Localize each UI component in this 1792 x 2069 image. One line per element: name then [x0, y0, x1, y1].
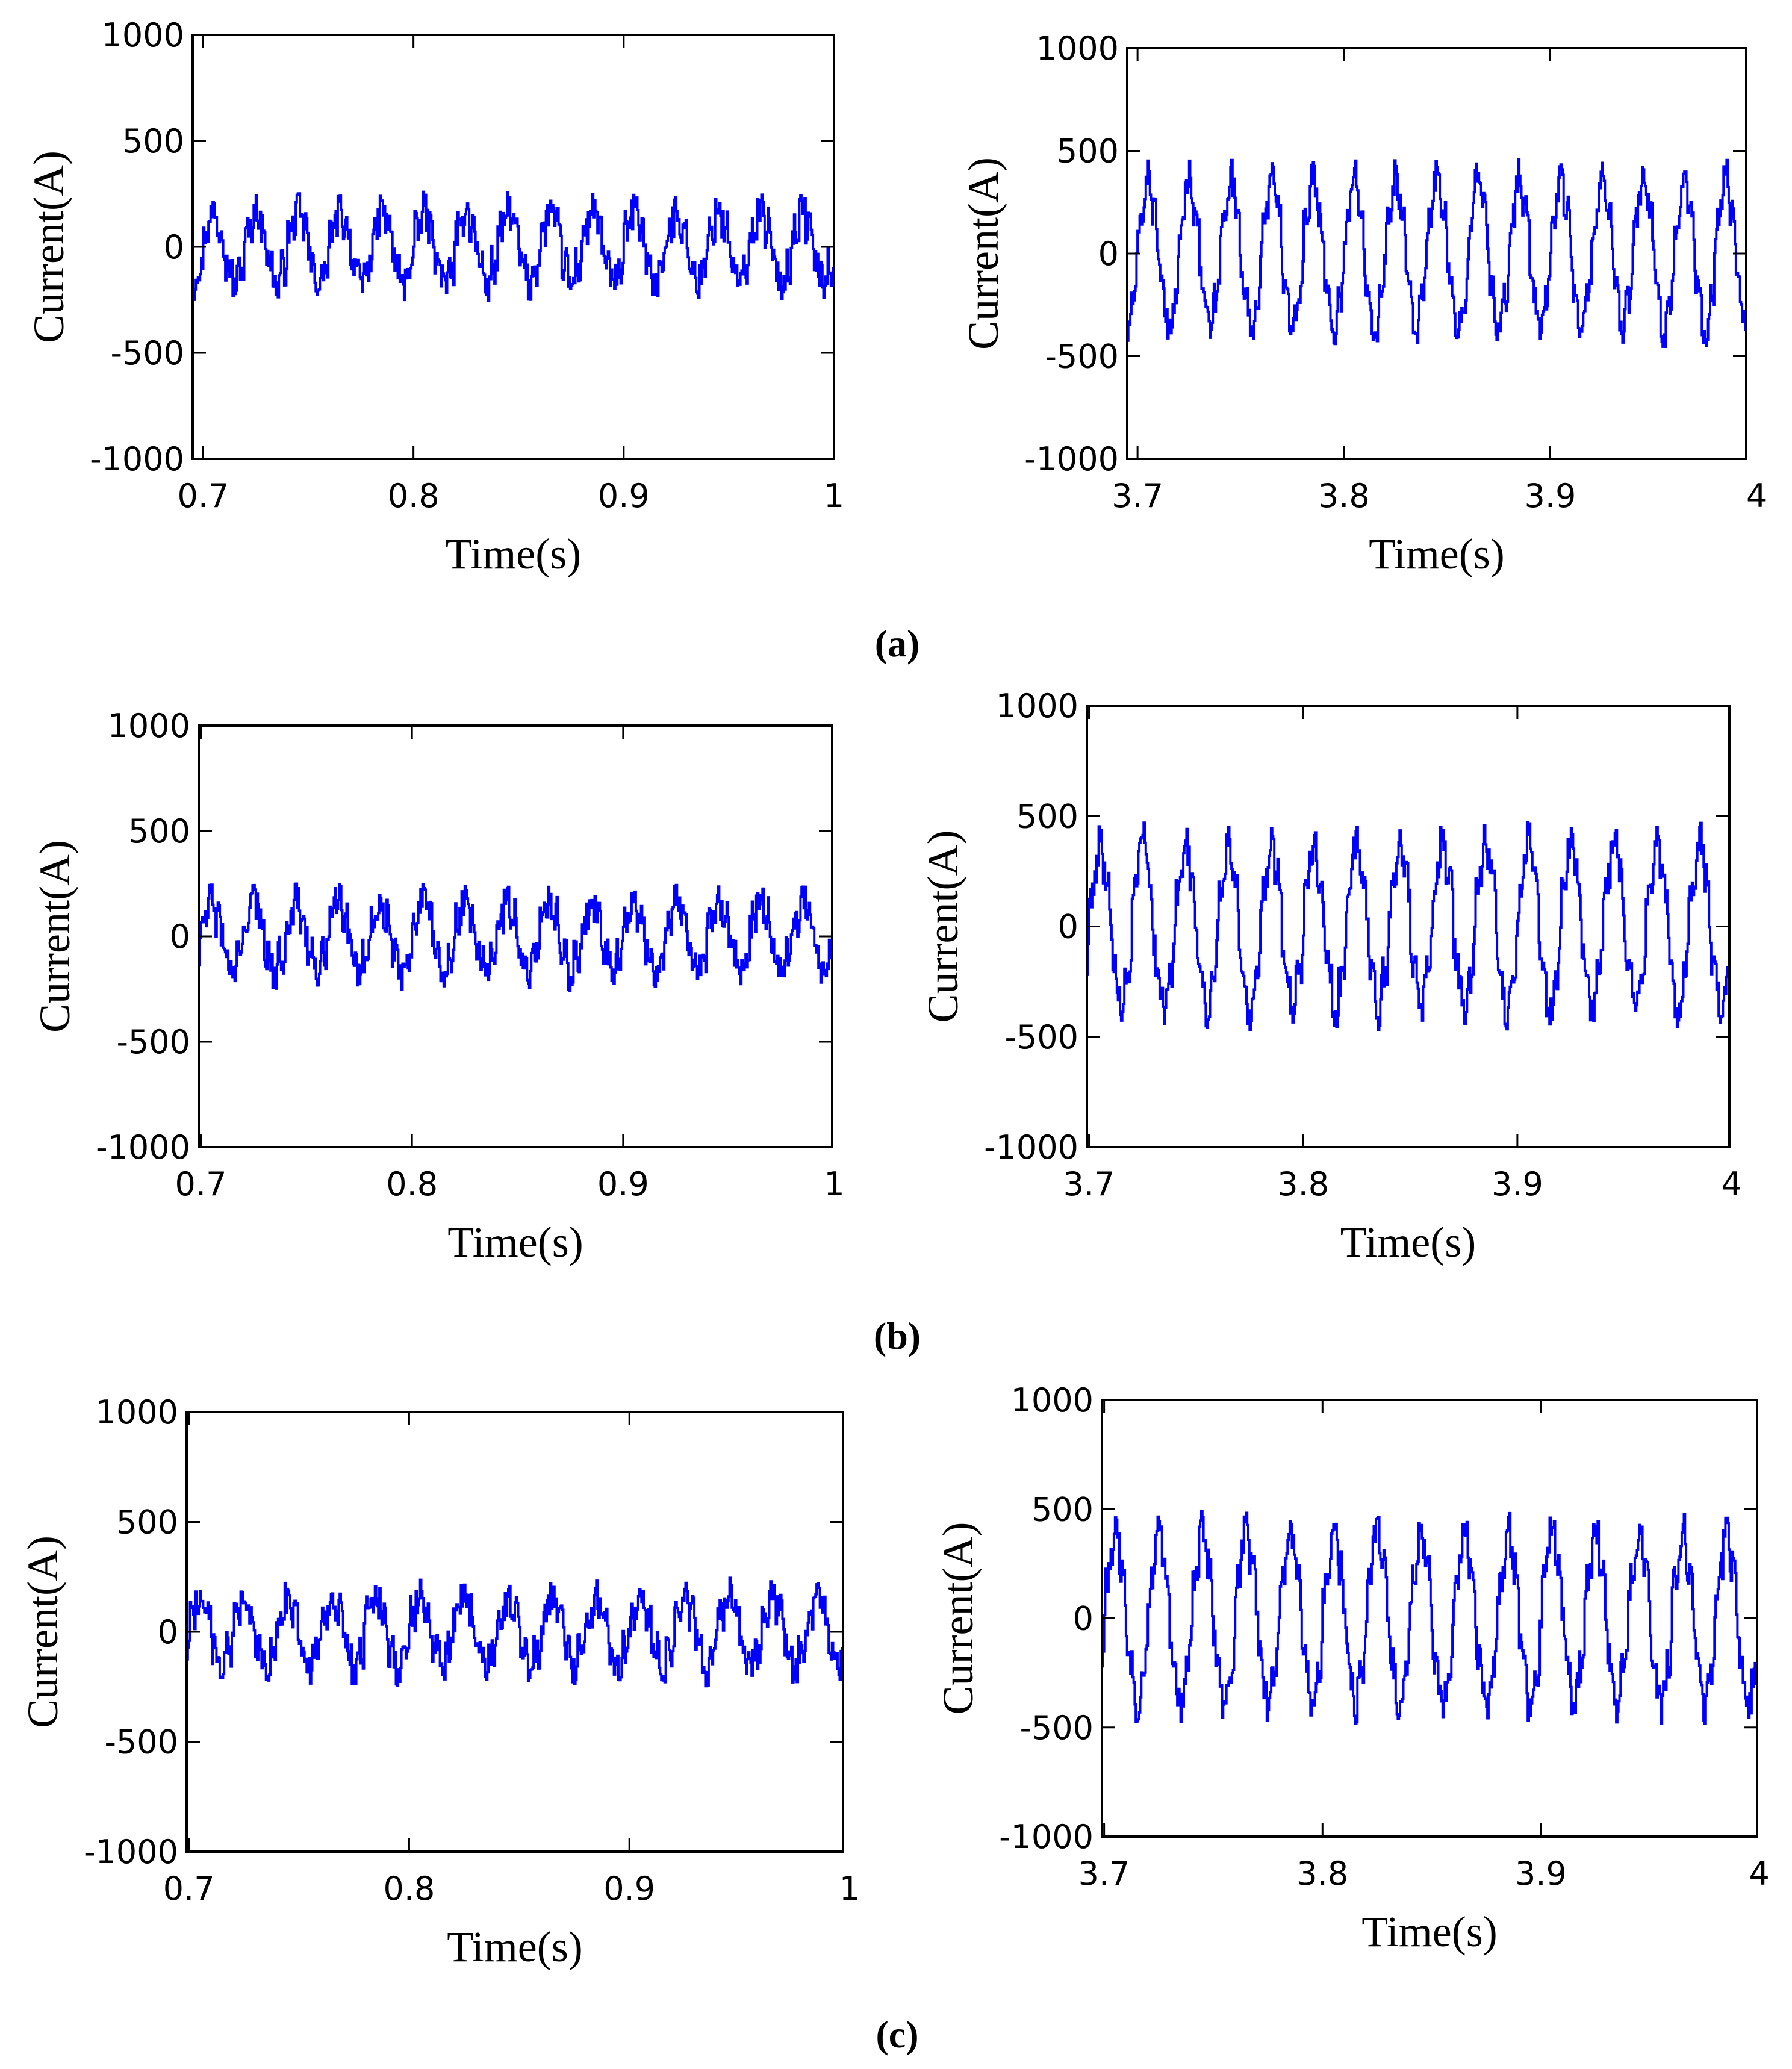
plot-frame: [185, 1411, 844, 1853]
x-tick-label: 0.8: [388, 477, 440, 515]
y-tick-label: 1000: [1036, 30, 1119, 67]
series-line-b-right: [1087, 821, 1729, 1031]
y-tick-label: 0: [158, 1613, 178, 1651]
x-tick-label: 1: [839, 1870, 860, 1908]
x-axis-title: Time(s): [447, 1923, 582, 1971]
panel-label-b: (b): [874, 1315, 921, 1357]
y-axis-title: Current(A): [19, 1535, 67, 1728]
y-tick-label: 1000: [96, 1393, 178, 1431]
y-tick-label: 500: [116, 1504, 178, 1542]
series-line-b-left: [199, 882, 832, 992]
x-tick-label: 0.8: [383, 1870, 435, 1908]
x-axis-title: Time(s): [447, 1218, 583, 1266]
chart-a-left: 0.7 0.8 0.9 1 -1000 -500 0 500 1000 Time(s) Curren…: [25, 16, 844, 578]
x-tick-label: 0.9: [597, 1165, 649, 1203]
y-tick-label: 500: [1031, 1490, 1094, 1528]
x-tick-label: 4: [1746, 477, 1767, 515]
x-tick-label: 0.7: [163, 1870, 215, 1908]
y-tick-label: 500: [1057, 132, 1119, 170]
y-tick-label: 1000: [1011, 1381, 1094, 1419]
x-tick-label: 4: [1721, 1165, 1741, 1203]
series-line-a-left: [193, 190, 834, 302]
x-axis-title: Time(s): [1369, 530, 1504, 578]
y-tick-label: -500: [116, 1023, 190, 1061]
y-tick-label: 0: [1073, 1600, 1094, 1638]
y-axis-title: Current(A): [919, 830, 967, 1023]
x-tick-label: 4: [1749, 1855, 1769, 1893]
x-tick-label: 0.8: [386, 1165, 438, 1203]
series-line-c-left: [187, 1576, 843, 1688]
plot-frame: [1086, 705, 1731, 1148]
y-axis-title: Current(A): [934, 1522, 982, 1715]
panel-label-c: (c): [876, 2013, 918, 2056]
y-tick-label: 500: [1016, 797, 1078, 835]
y-tick-label: -1000: [90, 440, 184, 478]
y-tick-label: -1000: [999, 1818, 1094, 1856]
y-tick-label: -500: [1019, 1709, 1094, 1747]
chart-c-right: 3.7 3.8 3.9 4 -1000 -500 0 500 1000 Time(s) Curren…: [934, 1381, 1770, 1956]
y-tick-label: -1000: [84, 1833, 178, 1871]
x-tick-label: 3.8: [1277, 1165, 1329, 1203]
y-axis-title: Current(A): [959, 157, 1007, 350]
y-tick-label: -1000: [1024, 440, 1119, 478]
y-tick-label: -500: [1045, 338, 1119, 376]
y-tick-label: -500: [104, 1723, 178, 1761]
y-tick-label: -1000: [96, 1128, 190, 1166]
y-axis-title: Current(A): [31, 840, 79, 1033]
x-tick-label: 1: [824, 477, 844, 515]
x-axis-title: Time(s): [1361, 1908, 1497, 1956]
series-line-c-right: [1102, 1510, 1757, 1725]
y-tick-label: -500: [110, 334, 184, 372]
x-tick-label: 3.7: [1063, 1165, 1115, 1203]
x-tick-label: 3.7: [1112, 477, 1163, 515]
y-tick-label: 1000: [996, 687, 1078, 725]
chart-c-left: 0.7 0.8 0.9 1 -1000 -500 0 500 1000 Time(s) Curren…: [19, 1393, 860, 1971]
x-axis-title: Time(s): [446, 530, 581, 578]
chart-a-right: 3.7 3.8 3.9 4 -1000 -500 0 500 1000 Time(s) Curren…: [959, 30, 1767, 578]
x-tick-label: 3.7: [1078, 1855, 1130, 1893]
x-tick-label: 0.9: [598, 477, 650, 515]
x-tick-label: 0.7: [178, 477, 229, 515]
x-tick-label: 3.9: [1515, 1855, 1567, 1893]
y-tick-label: 0: [164, 228, 184, 266]
y-tick-label: 500: [122, 122, 184, 160]
y-tick-label: 500: [128, 812, 190, 850]
y-tick-label: 1000: [102, 16, 184, 54]
series-line-a-right: [1127, 158, 1746, 348]
y-tick-label: 0: [170, 918, 190, 956]
x-tick-label: 3.9: [1525, 477, 1576, 515]
y-tick-label: 1000: [108, 707, 190, 745]
plot-frame: [191, 34, 835, 460]
y-tick-label: 0: [1098, 235, 1119, 273]
x-tick-label: 0.7: [175, 1165, 227, 1203]
x-tick-label: 0.9: [603, 1870, 655, 1908]
plot-frame: [1101, 1399, 1758, 1838]
chart-b-right: 3.7 3.8 3.9 4 -1000 -500 0 500 1000 Time(s) Curren…: [919, 687, 1742, 1266]
y-tick-label: 0: [1058, 908, 1078, 946]
y-tick-label: -1000: [984, 1128, 1078, 1166]
y-tick-label: -500: [1004, 1018, 1078, 1056]
x-tick-label: 1: [824, 1165, 844, 1203]
x-axis-title: Time(s): [1340, 1218, 1476, 1266]
x-tick-label: 3.8: [1318, 477, 1370, 515]
chart-b-left: 0.7 0.8 0.9 1 -1000 -500 0 500 1000 Time(s) Curren…: [31, 707, 845, 1266]
x-tick-label: 3.8: [1296, 1855, 1348, 1893]
y-axis-title: Current(A): [25, 151, 73, 343]
x-tick-label: 3.9: [1492, 1165, 1543, 1203]
panel-label-a: (a): [875, 622, 920, 665]
